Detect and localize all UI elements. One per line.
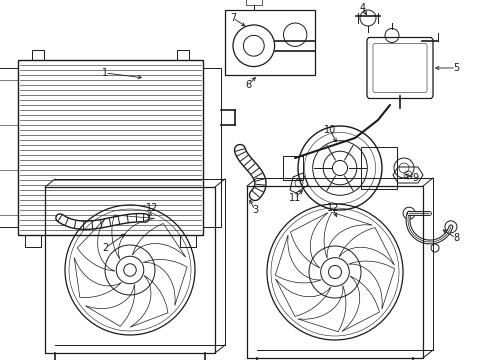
Text: 7: 7: [230, 13, 236, 23]
Text: 3: 3: [252, 205, 258, 215]
Text: 2: 2: [102, 243, 108, 253]
Text: 4: 4: [360, 3, 366, 13]
Text: 1: 1: [102, 68, 108, 78]
Text: 12: 12: [146, 203, 158, 213]
Text: 9: 9: [412, 173, 418, 183]
Text: 5: 5: [453, 63, 459, 73]
Text: 12: 12: [327, 203, 339, 213]
Text: 10: 10: [324, 125, 336, 135]
Text: 6: 6: [245, 80, 251, 90]
Text: 11: 11: [289, 193, 301, 203]
Text: 8: 8: [453, 233, 459, 243]
